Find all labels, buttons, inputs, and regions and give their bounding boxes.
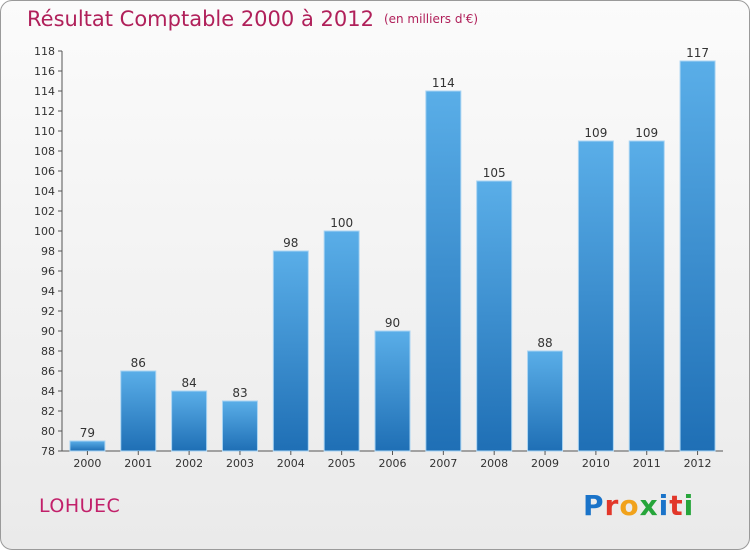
x-tick-label: 2007 [429, 457, 457, 470]
x-tick-label: 2012 [684, 457, 712, 470]
y-tick-label: 78 [41, 445, 55, 458]
x-tick-label: 2008 [480, 457, 508, 470]
y-tick-label: 102 [34, 205, 55, 218]
y-tick-label: 84 [41, 385, 55, 398]
bar-value-label: 84 [181, 376, 196, 390]
y-tick-label: 98 [41, 245, 55, 258]
y-tick-label: 80 [41, 425, 55, 438]
bar-value-label: 100 [330, 216, 353, 230]
bar-2010 [577, 140, 614, 452]
y-tick-label: 86 [41, 365, 55, 378]
bar-2002 [171, 390, 208, 452]
bar-2000 [69, 440, 106, 452]
bar-value-label: 79 [80, 426, 95, 440]
bar-value-label: 109 [584, 126, 607, 140]
y-tick-label: 88 [41, 345, 55, 358]
x-tick-label: 2000 [73, 457, 101, 470]
x-tick-label: 2003 [226, 457, 254, 470]
bar-value-label: 117 [686, 46, 709, 60]
chart-title: Résultat Comptable 2000 à 2012 (en millie… [27, 7, 478, 31]
bar-2007 [425, 90, 462, 452]
bar-value-label: 83 [232, 386, 247, 400]
x-axis: 2000 2001 2002 2003 2004 2005 2006 2007 2008 2009… [73, 451, 712, 470]
bar-2004 [272, 250, 309, 452]
y-tick-label: 110 [34, 125, 55, 138]
bar-value-label: 90 [385, 316, 400, 330]
y-tick-label: 96 [41, 265, 55, 278]
bar-2011 [628, 140, 665, 452]
x-tick-label: 2006 [379, 457, 407, 470]
x-tick-label: 2001 [124, 457, 152, 470]
chart-unit: (en milliers d'€) [383, 12, 479, 26]
x-tick-label: 2002 [175, 457, 203, 470]
chart-title-text: Résultat Comptable 2000 à 2012 [27, 7, 374, 31]
bar-value-label: 98 [283, 236, 298, 250]
y-tick-label: 118 [34, 45, 55, 58]
bars-group: 79 86 84 83 98 100 90 114 105 88 109 109 117 [69, 46, 716, 452]
y-tick-label: 108 [34, 145, 55, 158]
y-tick-label: 106 [34, 165, 55, 178]
bar-value-label: 109 [635, 126, 658, 140]
y-tick-label: 112 [34, 105, 55, 118]
x-tick-label: 2005 [328, 457, 356, 470]
y-tick-label: 92 [41, 305, 55, 318]
bar-value-label: 105 [483, 166, 506, 180]
y-tick-label: 114 [34, 85, 55, 98]
bar-2003 [221, 400, 258, 452]
bar-value-label: 114 [432, 76, 455, 90]
x-tick-label: 2011 [633, 457, 661, 470]
y-tick-label: 82 [41, 405, 55, 418]
commune-name: LOHUEC [39, 495, 121, 517]
y-tick-label: 104 [34, 185, 55, 198]
bar-2001 [120, 370, 157, 452]
y-tick-label: 90 [41, 325, 55, 338]
bar-value-label: 88 [537, 336, 552, 350]
bar-2009 [527, 350, 564, 452]
bar-2006 [374, 330, 411, 452]
x-tick-label: 2009 [531, 457, 559, 470]
y-tick-label: 100 [34, 225, 55, 238]
y-tick-label: 94 [41, 285, 55, 298]
bar-value-label: 86 [131, 356, 146, 370]
x-tick-label: 2004 [277, 457, 305, 470]
y-tick-label: 116 [34, 65, 55, 78]
bar-2008 [476, 180, 513, 452]
y-axis: 78 80 82 84 86 88 90 92 94 96 98 100 102 104 106 108 110… [34, 45, 723, 458]
bar-2012 [679, 60, 716, 452]
x-tick-label: 2010 [582, 457, 610, 470]
proxiti-logo: Proxiti [583, 489, 695, 522]
bar-2005 [323, 230, 360, 452]
